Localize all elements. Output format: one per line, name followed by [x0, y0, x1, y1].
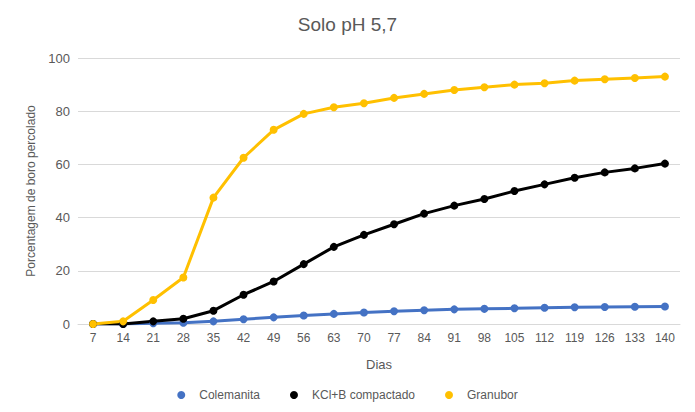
svg-text:84: 84 — [417, 331, 431, 345]
svg-text:133: 133 — [625, 331, 645, 345]
svg-text:21: 21 — [147, 331, 161, 345]
svg-text:49: 49 — [267, 331, 281, 345]
svg-text:28: 28 — [177, 331, 191, 345]
svg-text:105: 105 — [504, 331, 524, 345]
svg-text:77: 77 — [387, 331, 401, 345]
svg-text:80: 80 — [56, 104, 70, 119]
svg-text:KCl+B compactado: KCl+B compactado — [312, 388, 415, 402]
svg-text:7: 7 — [90, 331, 97, 345]
svg-text:20: 20 — [56, 263, 70, 278]
svg-text:119: 119 — [565, 331, 584, 345]
svg-text:56: 56 — [297, 331, 311, 345]
svg-text:140: 140 — [655, 331, 675, 345]
svg-text:70: 70 — [357, 331, 371, 345]
svg-text:Colemanita: Colemanita — [199, 388, 260, 402]
svg-text:0: 0 — [63, 317, 70, 332]
svg-text:63: 63 — [327, 331, 341, 345]
svg-text:42: 42 — [237, 331, 251, 345]
svg-text:Solo pH 5,7: Solo pH 5,7 — [298, 14, 397, 35]
svg-text:40: 40 — [56, 210, 70, 225]
svg-text:98: 98 — [478, 331, 492, 345]
svg-text:91: 91 — [448, 331, 462, 345]
svg-text:Porcentagem de boro percolado: Porcentagem de boro percolado — [24, 105, 38, 277]
svg-text:126: 126 — [595, 331, 615, 345]
svg-text:100: 100 — [48, 51, 70, 66]
svg-text:Dias: Dias — [366, 357, 393, 372]
svg-text:112: 112 — [535, 331, 554, 345]
svg-text:Granubor: Granubor — [467, 388, 518, 402]
svg-text:35: 35 — [207, 331, 221, 345]
svg-text:60: 60 — [56, 157, 70, 172]
svg-text:14: 14 — [116, 331, 130, 345]
